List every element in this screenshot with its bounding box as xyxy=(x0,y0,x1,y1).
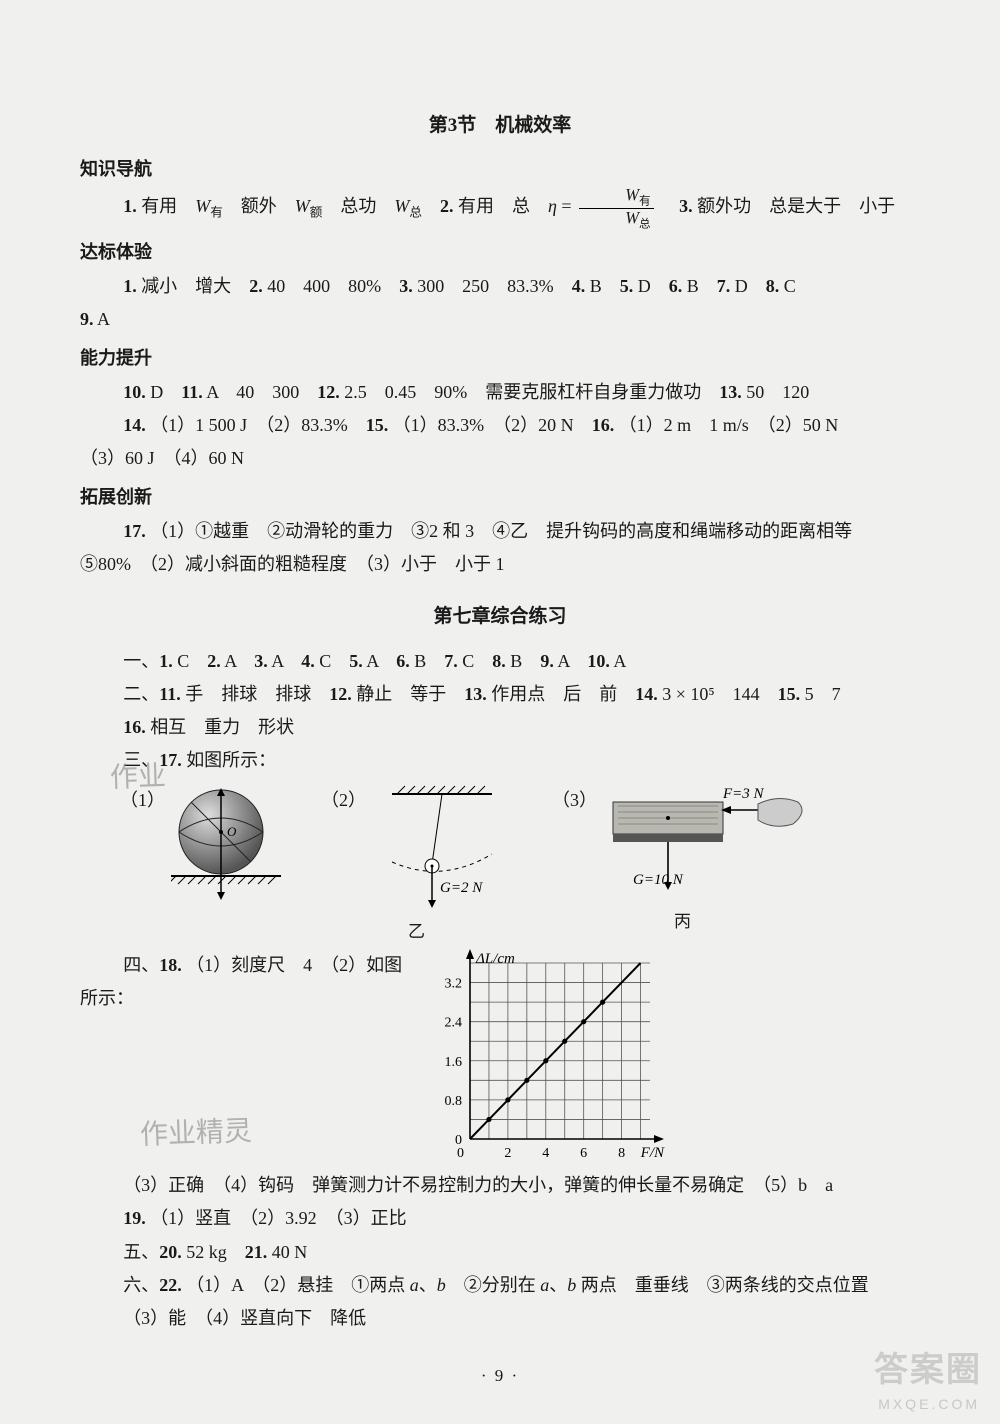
fig3-label: （3） xyxy=(552,784,597,817)
f3n-text: F=3 N xyxy=(722,786,765,802)
pendulum-svg: G=2 N xyxy=(372,784,512,914)
diagram-3: （3） F=3 N G=10 N xyxy=(552,784,813,937)
diagram-1: （1） O xyxy=(120,784,281,904)
ch7-line10: （3）能 （4）竖直向下 降低 xyxy=(80,1302,920,1335)
nav-heading: 知识导航 xyxy=(80,153,920,186)
fig3-caption: 丙 xyxy=(674,906,691,937)
page-number: · 9 · xyxy=(80,1360,920,1391)
watermark-sub: MXQE.COM xyxy=(878,1392,980,1418)
ab-line2: 14. （1）1 500 J （2）83.3% 15. （1）83.3% （2）… xyxy=(80,409,920,442)
ext-line1: 17. （1）①越重 ②动滑轮的重力 ③2 和 3 ④乙 提升钩码的高度和绳端移… xyxy=(80,515,920,548)
fig2-label: （2） xyxy=(321,784,366,817)
ch7-line9: 六、22. （1）A （2）悬挂 ①两点 a、b ②分别在 a、b 两点 重垂线… xyxy=(80,1269,920,1302)
ability-heading: 能力提升 xyxy=(80,342,920,375)
ch7-line7: 19. （1）竖直 （2）3.92 （3）正比 xyxy=(80,1202,920,1235)
svg-text:F/N: F/N xyxy=(640,1145,665,1161)
svg-text:8: 8 xyxy=(618,1146,625,1161)
svg-text:2.4: 2.4 xyxy=(445,1016,463,1031)
svg-text:2: 2 xyxy=(504,1146,511,1161)
ch7-line3: 16. 相互 重力 形状 xyxy=(80,711,920,744)
fig2-caption: 乙 xyxy=(408,916,425,947)
ch7-line8: 五、20. 52 kg 21. 40 N xyxy=(80,1236,920,1269)
ch7-line5: 四、18. （1）刻度尺 4 （2）如图所示： xyxy=(80,949,420,1016)
deltaL-F-chart: 00.81.62.43.224680ΔL/cmF/N xyxy=(420,949,670,1169)
section3-title: 第3节 机械效率 xyxy=(80,108,920,143)
diagram-2: （2） G=2 N xyxy=(321,784,512,947)
ch7-line6: （3）正确 （4）钩码 弹簧测力计不易控制力的大小，弹簧的伸长量不易确定 （5）… xyxy=(80,1169,920,1202)
q18-row: 四、18. （1）刻度尺 4 （2）如图所示： 0 0.8 1.6 2.4 3.2 2 4 6… xyxy=(80,949,920,1169)
svg-text:0.8: 0.8 xyxy=(445,1094,463,1109)
svg-text:0: 0 xyxy=(457,1146,464,1161)
ch7-line2: 二、11. 手 排球 排球 12. 静止 等于 13. 作用点 后 前 14. … xyxy=(80,678,920,711)
svg-text:ΔL/cm: ΔL/cm xyxy=(475,951,515,967)
diagram-row: （1） O xyxy=(120,784,920,947)
std-heading: 达标体验 xyxy=(80,236,920,269)
svg-text:6: 6 xyxy=(580,1146,587,1161)
svg-text:3.2: 3.2 xyxy=(445,977,463,992)
ext-line2: ⑤80% （2）减小斜面的粗糙程度 （3）小于 小于 1 xyxy=(80,548,920,581)
nav-line: 1. 有用 W有 额外 W额 总功 W总 2. 有用 总 η = W有 W总 3… xyxy=(80,186,920,230)
fig1-label: （1） xyxy=(120,784,165,817)
ch7-line4: 三、17. 如图所示： xyxy=(80,744,920,777)
g10n-text: G=10 N xyxy=(633,872,684,888)
svg-text:O: O xyxy=(227,824,237,839)
ext-heading: 拓展创新 xyxy=(80,481,920,514)
std-line2: 9. A xyxy=(80,303,920,336)
basketball-svg: O xyxy=(171,784,281,904)
chapter7-title: 第七章综合练习 xyxy=(80,599,920,634)
ch7-line1: 一、1. C 2. A 3. A 4. C 5. A 6. B 7. C 8. … xyxy=(80,645,920,678)
g2n-text: G=2 N xyxy=(440,880,483,896)
svg-text:1.6: 1.6 xyxy=(445,1055,463,1070)
std-line1: 1. 减小 增大 2. 40 400 80% 3. 300 250 83.3% … xyxy=(80,270,920,303)
ab-line3: （3）60 J （4）60 N xyxy=(80,442,920,475)
block-hand-svg: F=3 N G=10 N xyxy=(603,784,813,904)
svg-text:4: 4 xyxy=(542,1146,549,1161)
eta-fraction: W有 W总 xyxy=(579,186,654,230)
ab-line1: 10. D 11. A 40 300 12. 2.5 0.45 90% 需要克服… xyxy=(80,376,920,409)
